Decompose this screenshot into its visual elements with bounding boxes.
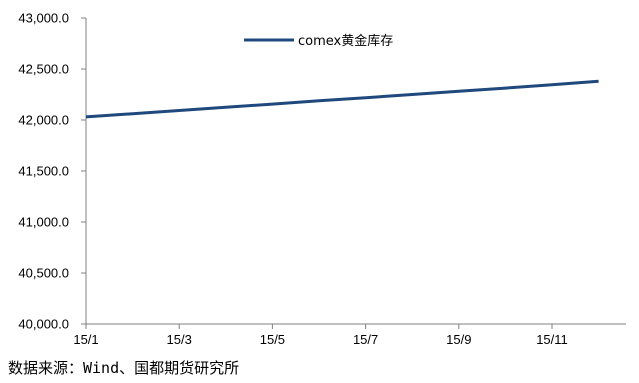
legend: comex黄金库存 <box>244 33 393 49</box>
y-tick-label: 42,000.0 <box>18 113 69 128</box>
x-tick-label: 15/9 <box>446 332 471 347</box>
x-tick-label: 15/3 <box>167 332 192 347</box>
x-tick-label: 15/5 <box>260 332 285 347</box>
source-note: 数据来源：Wind、国都期货研究所 <box>8 359 240 377</box>
x-tick-label: 15/1 <box>73 332 98 347</box>
x-tick-label: 15/7 <box>353 332 378 347</box>
y-axis: 40,000.0 40,500.0 41,000.0 41,500.0 42,000.0… <box>18 11 87 332</box>
legend-label: comex黄金库存 <box>298 33 393 49</box>
series-lines <box>85 79 599 119</box>
y-tick-label: 41,000.0 <box>18 215 69 230</box>
x-tick-label: 15/11 <box>536 332 568 347</box>
y-tick-label: 40,500.0 <box>18 266 69 281</box>
x-axis: 15/1 15/3 15/5 15/7 15/9 15/11 <box>73 323 626 347</box>
y-tick-label: 43,000.0 <box>18 11 69 26</box>
y-tick-label: 41,500.0 <box>18 164 69 179</box>
y-tick-label: 40,000.0 <box>18 317 69 332</box>
line-chart: 40,000.0 40,500.0 41,000.0 41,500.0 42,000.0… <box>18 11 626 347</box>
y-tick-label: 42,500.0 <box>18 62 69 77</box>
series-line <box>85 79 599 119</box>
